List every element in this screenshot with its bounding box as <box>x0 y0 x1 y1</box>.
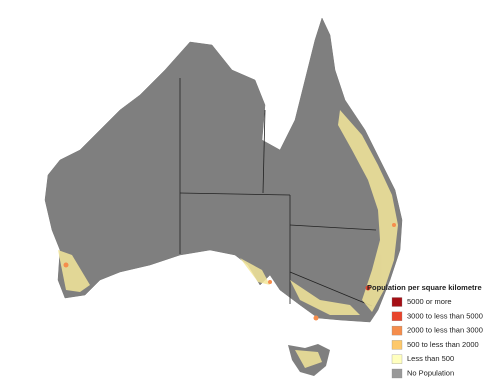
legend-label: No Population <box>407 368 454 377</box>
population-texture <box>58 110 398 368</box>
legend-swatch <box>391 340 403 350</box>
legend-swatch <box>391 325 403 336</box>
legend-label: Less than 500 <box>407 354 454 363</box>
state-border <box>289 224 377 231</box>
legend-title: Population per square kilometre <box>367 283 482 292</box>
city-marks <box>63 223 396 321</box>
legend-label: 2000 to less than 3000 <box>407 326 483 335</box>
legend-swatch <box>391 368 403 379</box>
legend-label: 500 to less than 2000 <box>407 340 479 349</box>
legend: Population per square kilometre 5000 or … <box>367 283 483 379</box>
legend-label: 3000 to less than 5000 <box>407 311 483 320</box>
state-border <box>262 109 266 194</box>
legend-label: 5000 or more <box>407 297 452 306</box>
legend-swatch <box>391 311 403 321</box>
legend-swatch <box>391 297 403 307</box>
state-border <box>289 271 373 307</box>
legend-swatch <box>391 354 403 364</box>
mainland <box>44 17 403 323</box>
state-border <box>179 192 291 196</box>
australia <box>44 17 403 376</box>
